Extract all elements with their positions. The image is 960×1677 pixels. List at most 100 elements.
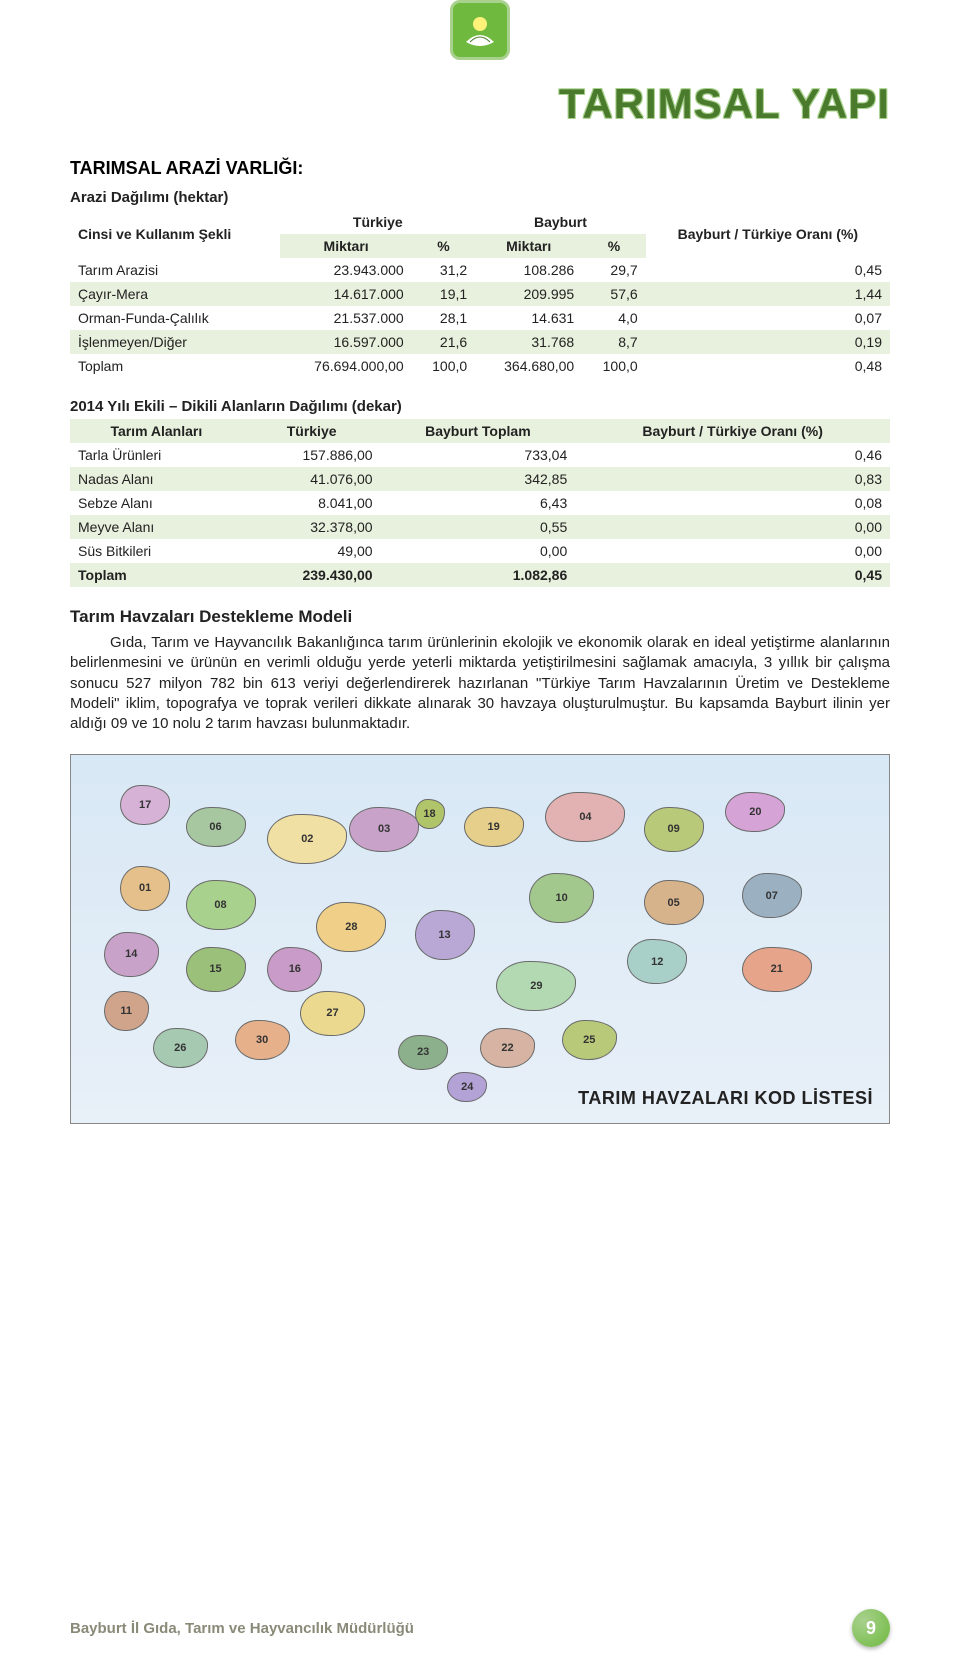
cell-bb-m: 31.768 bbox=[475, 330, 582, 354]
map-region: 27 bbox=[300, 991, 365, 1036]
table-row: Meyve Alanı32.378,000,550,00 bbox=[70, 515, 890, 539]
map-caption: TARIM HAVZALARI KOD LİSTESİ bbox=[578, 1088, 873, 1109]
paragraph-title: Tarım Havzaları Destekleme Modeli bbox=[70, 607, 890, 627]
map-region: 28 bbox=[316, 902, 386, 952]
table-row: Toplam239.430,001.082,860,45 bbox=[70, 563, 890, 587]
cell-name: Sebze Alanı bbox=[70, 491, 243, 515]
table-row: Tarım Arazisi23.943.00031,2108.28629,70,… bbox=[70, 258, 890, 282]
cell-tr-p: 100,0 bbox=[412, 354, 475, 378]
page-footer: Bayburt İl Gıda, Tarım ve Hayvancılık Mü… bbox=[70, 1609, 890, 1647]
table1-caption: Arazi Dağılımı (hektar) bbox=[70, 189, 890, 206]
table-row: Orman-Funda-Çalılık21.537.00028,114.6314… bbox=[70, 306, 890, 330]
map-region: 15 bbox=[186, 947, 246, 992]
cell-tr: 239.430,00 bbox=[243, 563, 381, 587]
cell-bb-m: 108.286 bbox=[475, 258, 582, 282]
cell-ratio: 0,45 bbox=[575, 563, 890, 587]
cultivated-areas-table: Tarım Alanları Türkiye Bayburt Toplam Ba… bbox=[70, 419, 890, 587]
map-region: 18 bbox=[415, 799, 445, 829]
cell-bb-m: 14.631 bbox=[475, 306, 582, 330]
map-region: 11 bbox=[104, 991, 149, 1031]
cell-bb-p: 29,7 bbox=[582, 258, 645, 282]
map-region: 17 bbox=[120, 785, 170, 825]
cell-tr: 49,00 bbox=[243, 539, 381, 563]
cell-name: Toplam bbox=[70, 354, 280, 378]
cell-tr-m: 16.597.000 bbox=[280, 330, 411, 354]
table-row: Toplam76.694.000,00100,0364.680,00100,00… bbox=[70, 354, 890, 378]
t1-h-col1a: Miktarı bbox=[280, 234, 411, 258]
t2-h-c0: Tarım Alanları bbox=[70, 419, 243, 443]
map-region: 30 bbox=[235, 1020, 290, 1060]
cell-tr-m: 21.537.000 bbox=[280, 306, 411, 330]
map-region: 10 bbox=[529, 873, 594, 923]
map-region: 12 bbox=[627, 939, 687, 984]
cell-ratio: 0,46 bbox=[575, 443, 890, 467]
map-region: 29 bbox=[496, 961, 576, 1011]
map-region: 23 bbox=[398, 1035, 448, 1070]
map-region: 08 bbox=[186, 880, 256, 930]
map-region: 05 bbox=[644, 880, 704, 925]
map-region: 24 bbox=[447, 1072, 487, 1102]
cell-bb-p: 8,7 bbox=[582, 330, 645, 354]
cell-tr: 32.378,00 bbox=[243, 515, 381, 539]
map-region: 14 bbox=[104, 932, 159, 977]
page-number: 9 bbox=[852, 1609, 890, 1647]
cell-tr-p: 21,6 bbox=[412, 330, 475, 354]
map-region: 02 bbox=[267, 814, 347, 864]
t1-h-col1: Türkiye bbox=[280, 210, 475, 234]
t1-h-col0: Cinsi ve Kullanım Şekli bbox=[70, 210, 280, 258]
cell-bb-p: 57,6 bbox=[582, 282, 645, 306]
cell-ratio: 1,44 bbox=[646, 282, 890, 306]
cell-bb-m: 364.680,00 bbox=[475, 354, 582, 378]
leaf-sun-icon bbox=[460, 10, 500, 50]
cell-tr-p: 28,1 bbox=[412, 306, 475, 330]
cell-name: Toplam bbox=[70, 563, 243, 587]
map-region: 09 bbox=[644, 807, 704, 852]
cell-tr: 41.076,00 bbox=[243, 467, 381, 491]
paragraph-body-text: Gıda, Tarım ve Hayvancılık Bakanlığınca … bbox=[70, 634, 890, 732]
cell-name: Nadas Alanı bbox=[70, 467, 243, 491]
cell-bb: 6,43 bbox=[381, 491, 576, 515]
t2-h-c3: Bayburt / Türkiye Oranı (%) bbox=[575, 419, 890, 443]
footer-text: Bayburt İl Gıda, Tarım ve Hayvancılık Mü… bbox=[70, 1620, 414, 1637]
cell-ratio: 0,07 bbox=[646, 306, 890, 330]
cell-ratio: 0,00 bbox=[575, 515, 890, 539]
cell-tr: 8.041,00 bbox=[243, 491, 381, 515]
cell-name: Tarla Ürünleri bbox=[70, 443, 243, 467]
cell-tr: 157.886,00 bbox=[243, 443, 381, 467]
t2-h-c1: Türkiye bbox=[243, 419, 381, 443]
map-region: 07 bbox=[742, 873, 802, 918]
t1-h-col2: Bayburt bbox=[475, 210, 646, 234]
cell-bb: 0,55 bbox=[381, 515, 576, 539]
cell-tr-m: 23.943.000 bbox=[280, 258, 411, 282]
ministry-logo bbox=[450, 0, 510, 60]
section-heading: TARIMSAL ARAZİ VARLIĞI: bbox=[70, 158, 890, 179]
cell-ratio: 0,83 bbox=[575, 467, 890, 491]
map-region: 16 bbox=[267, 947, 322, 992]
table-row: İşlenmeyen/Diğer16.597.00021,631.7688,70… bbox=[70, 330, 890, 354]
table2-caption: 2014 Yılı Ekili – Dikili Alanların Dağıl… bbox=[70, 398, 890, 415]
map-region: 03 bbox=[349, 807, 419, 852]
cell-tr-m: 14.617.000 bbox=[280, 282, 411, 306]
cell-bb: 0,00 bbox=[381, 539, 576, 563]
cell-ratio: 0,19 bbox=[646, 330, 890, 354]
t1-h-col1b: % bbox=[412, 234, 475, 258]
cell-name: Orman-Funda-Çalılık bbox=[70, 306, 280, 330]
cell-name: Tarım Arazisi bbox=[70, 258, 280, 282]
map-region: 04 bbox=[545, 792, 625, 842]
cell-tr-p: 31,2 bbox=[412, 258, 475, 282]
cell-name: Çayır-Mera bbox=[70, 282, 280, 306]
map-region: 01 bbox=[120, 866, 170, 911]
t2-h-c2: Bayburt Toplam bbox=[381, 419, 576, 443]
map-region: 25 bbox=[562, 1020, 617, 1060]
cell-bb: 733,04 bbox=[381, 443, 576, 467]
table-row: Nadas Alanı41.076,00342,850,83 bbox=[70, 467, 890, 491]
cell-tr-m: 76.694.000,00 bbox=[280, 354, 411, 378]
cell-name: İşlenmeyen/Diğer bbox=[70, 330, 280, 354]
map-region: 13 bbox=[415, 910, 475, 960]
cell-ratio: 0,48 bbox=[646, 354, 890, 378]
paragraph-body: Gıda, Tarım ve Hayvancılık Bakanlığınca … bbox=[70, 633, 890, 734]
cell-tr-p: 19,1 bbox=[412, 282, 475, 306]
cell-bb-p: 4,0 bbox=[582, 306, 645, 330]
cell-bb: 1.082,86 bbox=[381, 563, 576, 587]
t1-h-col3: Bayburt / Türkiye Oranı (%) bbox=[646, 210, 890, 258]
